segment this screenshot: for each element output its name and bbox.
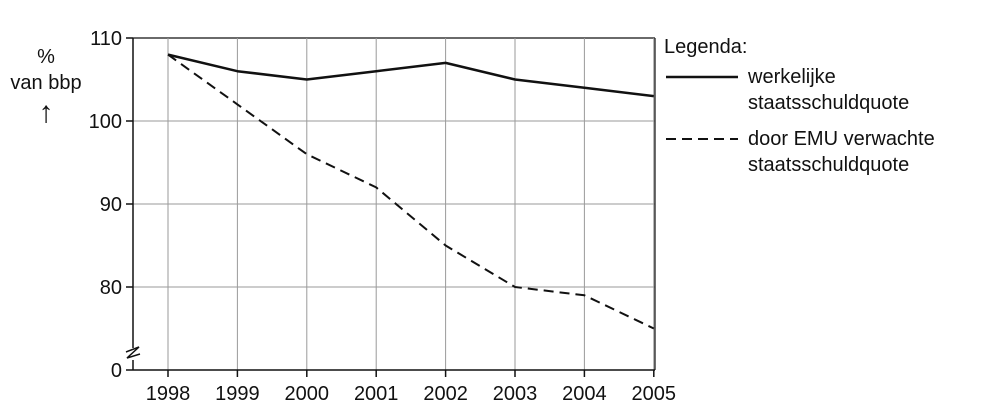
y-tick-label-100: 100 [89,111,122,133]
legend-label-expected-1: door EMU verwachte [748,128,935,150]
x-tick-label-2003: 2003 [493,383,538,405]
y-axis-label-unit: % [37,46,55,68]
legend-item-expected: door EMU verwachte staatsschuldquote [664,126,935,178]
series-line-actual [167,53,654,98]
y-tick-label-110: 110 [90,28,122,50]
x-tick-label-2004: 2004 [562,383,607,405]
y-tick-label-0: 0 [111,360,122,382]
y-tick-label-80: 80 [100,277,122,299]
x-tick-label-1998: 1998 [146,383,191,405]
legend-title: Legenda: [664,36,748,58]
legend-label-actual-1: werkelijke [748,66,836,88]
x-tick-label-1999: 1999 [215,383,260,405]
series-line-expected [167,53,655,330]
y-axis-label: % van bbp ↑ [0,44,92,130]
y-axis-label-text: van bbp [10,72,82,94]
legend-swatch-solid [666,75,738,79]
legend-item-actual: werkelijke staatsschuldquote [664,64,935,116]
x-tick-label-2000: 2000 [285,383,330,405]
legend-label-actual-2: staatsschuldquote [748,92,910,114]
y-axis-break-icon [125,346,141,359]
y-axis-arrow-icon: ↑ [38,96,54,129]
legend-label-expected-2: staatsschuldquote [748,154,910,176]
x-tick-label-2002: 2002 [423,383,468,405]
legend-swatch-dashed [666,138,738,140]
x-tick-label-2001: 2001 [354,383,399,405]
x-tick-label-2005: 2005 [632,383,677,405]
y-tick-label-90: 90 [100,194,122,216]
legend: Legenda: werkelijke staatsschuldquote do… [664,34,935,188]
